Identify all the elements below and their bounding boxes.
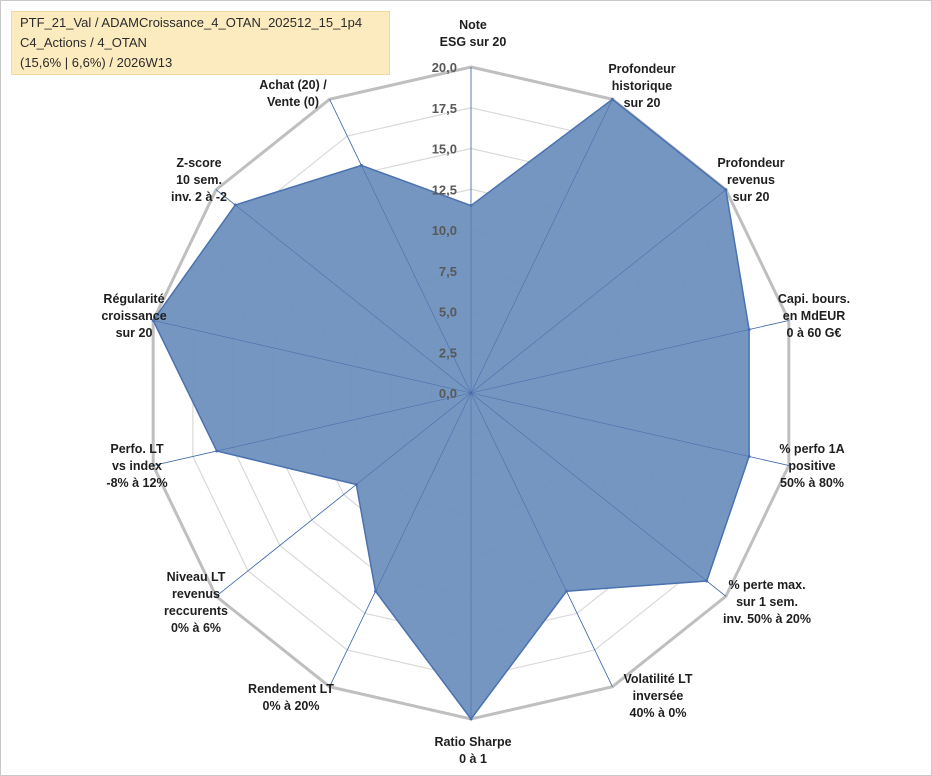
axis-label-5: % perte max. sur 1 sem. inv. 50% à 20%	[723, 578, 811, 626]
axis-label-3: Capi. bours. en MdEUR 0 à 60 G€	[778, 292, 850, 340]
axis-label-10: Perfo. LT vs index -8% à 12%	[106, 442, 167, 490]
axis-label-line: 50% à 80%	[780, 476, 844, 490]
axis-label-4: % perfo 1A positive 50% à 80%	[779, 442, 844, 490]
axis-label-8: Rendement LT 0% à 20%	[248, 682, 334, 713]
axis-label-line: Régularité	[103, 292, 164, 306]
axis-spoke-overlay-6	[470, 392, 613, 687]
axis-label-line: -8% à 12%	[106, 476, 167, 490]
axis-label-12: Z-score 10 sem. inv. 2 à -2	[171, 156, 227, 204]
axis-label-7: Ratio Sharpe 0 à 1	[434, 735, 511, 766]
axis-label-line: 0 à 60 G€	[787, 326, 842, 340]
axis-label-line: % perte max.	[728, 578, 805, 592]
r-tick-label: 7,5	[439, 264, 457, 279]
portfolio-info-box: PTF_21_Val / ADAMCroissance_4_OTAN_20251…	[11, 11, 390, 75]
r-tick-label: 0,0	[439, 386, 457, 401]
axis-label-1: Profondeur historique sur 20	[608, 62, 675, 110]
axis-label-line: 40% à 0%	[630, 706, 687, 720]
r-tick-label: 15,0	[432, 142, 457, 157]
axis-label-line: sur 1 sem.	[736, 595, 798, 609]
axis-label-line: Capi. bours.	[778, 292, 850, 306]
axis-spoke-overlay-4	[470, 392, 789, 466]
axis-label-line: en MdEUR	[783, 309, 846, 323]
axis-label-line: sur 20	[116, 326, 153, 340]
axis-spoke-overlay-5	[470, 392, 727, 597]
axis-label-2: Profondeur revenus sur 20	[717, 156, 784, 204]
axis-label-line: Vente (0)	[267, 95, 319, 109]
axis-label-line: Profondeur	[717, 156, 784, 170]
info-line-category: C4_Actions / 4_OTAN	[20, 35, 147, 50]
axis-label-line: ESG sur 20	[440, 35, 507, 49]
axis-label-line: Ratio Sharpe	[434, 735, 511, 749]
axis-label-line: Volatilité LT	[624, 672, 693, 686]
axis-spoke-overlay-11	[153, 320, 472, 394]
info-line-portfolio: PTF_21_Val / ADAMCroissance_4_OTAN_20251…	[20, 15, 363, 30]
axis-spoke-overlay-10	[153, 392, 472, 466]
r-tick-label: 10,0	[432, 223, 457, 238]
axis-label-line: reccurents	[164, 604, 228, 618]
axis-label-line: 0% à 20%	[263, 699, 320, 713]
axis-label-line: inv. 2 à -2	[171, 190, 227, 204]
axis-label-line: Perfo. LT	[110, 442, 164, 456]
info-line-stats: (15,6% | 6,6%) / 2026W13	[20, 55, 173, 70]
r-tick-label: 12,5	[432, 182, 457, 197]
axis-spoke-overlay-12	[215, 189, 472, 394]
axis-spoke-overlay-8	[329, 392, 472, 687]
r-tick-label: 20,0	[432, 60, 457, 75]
axis-label-line: inv. 50% à 20%	[723, 612, 811, 626]
axis-label-line: 0% à 6%	[171, 621, 221, 635]
axis-label-0: Note ESG sur 20	[440, 18, 507, 49]
axis-label-line: Niveau LT	[167, 570, 226, 584]
axis-label-line: historique	[612, 79, 672, 93]
axis-spoke-overlay-1	[470, 99, 613, 394]
axis-label-line: Z-score	[176, 156, 221, 170]
axis-label-line: positive	[788, 459, 835, 473]
axis-spoke-overlay-13	[329, 99, 472, 394]
axis-label-line: inversée	[633, 689, 684, 703]
axis-label-6: Volatilité LT inversée 40% à 0%	[624, 672, 693, 720]
tick-layer: 0,0 2,5 5,0 7,5 10,0 12,5 15,0 17,5 20,0	[432, 60, 457, 401]
axis-label-line: 10 sem.	[176, 173, 222, 187]
axis-label-line: vs index	[112, 459, 162, 473]
axis-spoke-overlay-2	[470, 189, 727, 394]
axis-label-line: sur 20	[733, 190, 770, 204]
series-layer	[151, 67, 789, 721]
axis-label-line: revenus	[172, 587, 220, 601]
axis-label-line: croissance	[101, 309, 166, 323]
axis-label-line: Rendement LT	[248, 682, 334, 696]
axis-label-line: sur 20	[624, 96, 661, 110]
axis-label-9: Niveau LT revenus reccurents 0% à 6%	[164, 570, 228, 635]
r-tick-label: 17,5	[432, 101, 457, 116]
axis-label-line: Achat (20) /	[259, 78, 327, 92]
axis-label-line: Note	[459, 18, 487, 32]
axis-spoke-overlay-9	[215, 392, 472, 597]
axis-label-11: Régularité croissance sur 20	[101, 292, 166, 340]
axis-spoke-overlay-3	[470, 320, 789, 394]
axis-label-line: 0 à 1	[459, 752, 487, 766]
axis-label-line: Profondeur	[608, 62, 675, 76]
axis-label-line: % perfo 1A	[779, 442, 844, 456]
axis-label-line: revenus	[727, 173, 775, 187]
r-tick-label: 5,0	[439, 305, 457, 320]
r-tick-label: 2,5	[439, 345, 457, 360]
